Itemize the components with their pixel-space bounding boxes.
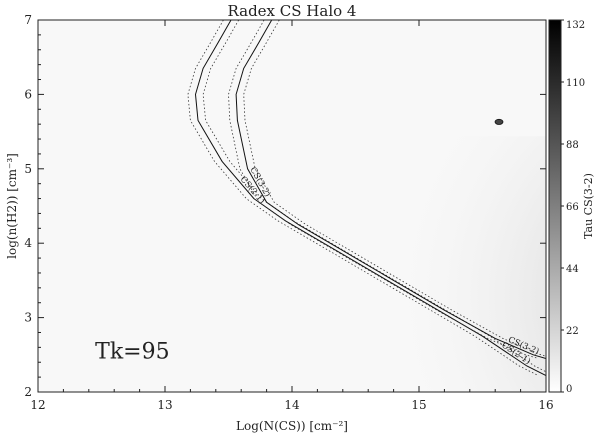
x-axis-label: Log(N(CS)) [cm⁻²] [236,419,348,433]
curve-cs-3-2--band-upper [243,20,546,357]
curve-cs-3-2--band-lower [228,20,539,359]
curve-cs-2-1--band-lower [187,20,539,376]
colorbar-tick-label: 132 [566,20,585,31]
x-tick-label: 13 [157,398,172,412]
x-tick-label: 15 [411,398,426,412]
colorbar-tick-label: 0 [566,384,572,395]
colorbar-gradient [548,19,562,393]
y-tick-label: 2 [24,385,32,399]
y-tick-label: 3 [24,311,32,325]
y-tick-label: 6 [24,87,32,101]
plot-area: CS(2-1)CS(2-1)CS(3-2)CS(3-2) 12 13 14 15 16 … [24,13,553,412]
x-tick-label: 12 [30,398,45,412]
curve-cs-3-2- [235,20,546,359]
y-tick-label: 4 [24,236,32,250]
tau-blob [494,118,504,125]
colorbar-tick-label: 22 [566,326,579,337]
temperature-annotation: Tk=95 [95,340,169,365]
y-tick-label: 7 [24,13,32,27]
chart-title: Radex CS Halo 4 [228,2,357,20]
colorbar-tick-label: 44 [566,264,579,275]
colorbar: 0 22 44 66 88 110 132 Tau CS(3-2) [548,19,595,395]
colorbar-tick-label: 88 [566,140,579,151]
tau-field [378,136,546,392]
y-axis-label: log(n(H2)) [cm⁻³] [5,153,19,259]
colorbar-label: Tau CS(3-2) [582,173,595,239]
x-tick-label: 14 [284,398,300,412]
colorbar-tick-label: 66 [566,202,579,213]
y-tick-label: 5 [24,162,32,176]
colorbar-tick-label: 110 [566,78,585,89]
x-tick-label: 16 [538,398,553,412]
